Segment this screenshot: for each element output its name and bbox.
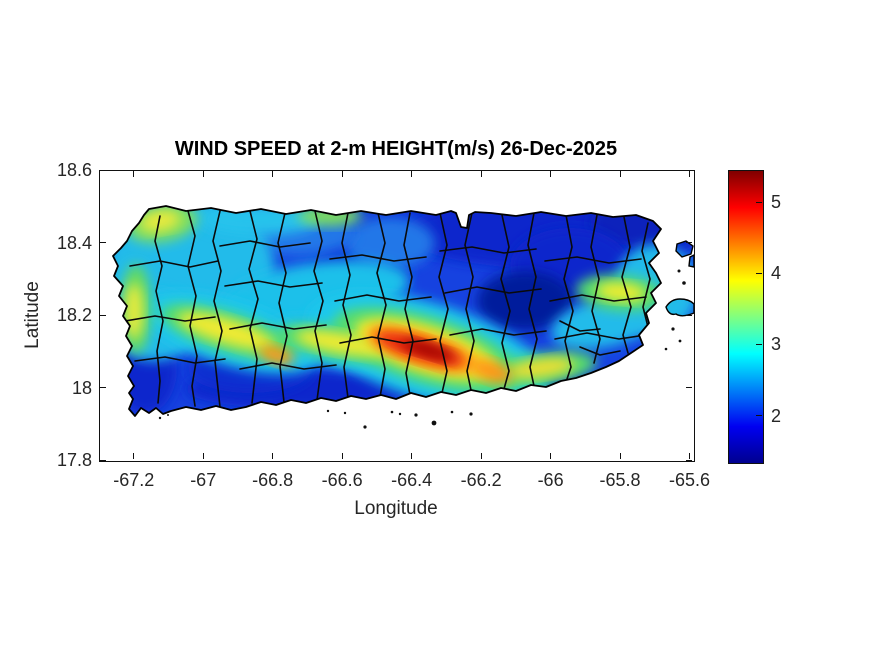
plot-area <box>99 170 695 462</box>
islet-dot <box>682 281 686 285</box>
x-tick-label: -66.8 <box>252 470 294 490</box>
y-tick-mark <box>100 459 106 461</box>
islet-dot <box>469 412 473 416</box>
y-tick-mark <box>100 242 106 243</box>
y-tick-mark <box>100 387 106 388</box>
x-tick-mark <box>272 171 274 177</box>
x-tick-label: -65.6 <box>669 470 711 490</box>
x-tick-mark <box>480 171 482 177</box>
colorbar-tick-mark <box>756 272 762 274</box>
puerto-rico-wind-map <box>112 205 694 429</box>
x-tick-label: -66.4 <box>391 470 433 490</box>
x-tick-mark <box>411 171 413 177</box>
islet-dot <box>664 347 668 351</box>
islet-dot <box>158 416 162 420</box>
colorbar-tick-mark <box>756 201 762 203</box>
plot-title: WIND SPEED at 2-m HEIGHT(m/s) 26-Dec-202… <box>174 138 618 160</box>
x-tick-mark <box>619 453 621 459</box>
islet-dot <box>431 420 437 426</box>
x-tick-mark <box>480 453 482 459</box>
islet-dot <box>671 327 675 331</box>
x-tick-label: -66.6 <box>321 470 363 490</box>
islet-dot <box>390 410 394 414</box>
colorbar-tick-mark <box>756 343 762 345</box>
x-tick-mark <box>133 453 135 459</box>
islet-dot <box>450 410 454 414</box>
islet-dot <box>167 414 169 416</box>
offshore-island <box>665 298 694 317</box>
x-tick-label: -67 <box>190 470 217 490</box>
x-tick-mark <box>550 171 552 177</box>
x-tick-mark <box>272 453 274 459</box>
y-tick-mark <box>686 242 692 243</box>
islet-dot <box>414 413 418 417</box>
x-tick-label: -65.8 <box>599 470 641 490</box>
islet-dot <box>343 411 347 415</box>
islet-dot <box>677 269 681 273</box>
y-tick-mark <box>686 169 692 171</box>
x-tick-label: -66.2 <box>460 470 502 490</box>
x-tick-mark <box>202 453 204 459</box>
y-tick-label: 18 <box>71 377 92 398</box>
y-tick-label: 17.8 <box>56 450 92 470</box>
y-axis-label: Latitude <box>22 281 43 349</box>
x-tick-label: -66 <box>537 470 564 490</box>
x-tick-mark <box>619 171 621 177</box>
municipality-boundaries <box>124 210 651 408</box>
colorbar-tick-mark <box>756 415 762 417</box>
x-tick-mark <box>202 171 204 177</box>
colorbar <box>728 170 764 464</box>
x-tick-mark <box>133 171 135 177</box>
colorbar-tick-label: 3 <box>771 334 782 355</box>
x-tick-label: -67.2 <box>113 470 155 490</box>
x-tick-mark <box>689 453 691 459</box>
offshore-island <box>688 254 694 268</box>
wind-field <box>113 206 694 416</box>
islet-dot <box>363 425 367 429</box>
islet-dot <box>326 409 330 413</box>
y-tick-mark <box>686 387 692 388</box>
x-axis-label: Longitude <box>354 498 438 519</box>
colorbar-tick-label: 5 <box>771 192 782 213</box>
y-tick-mark <box>100 314 106 316</box>
y-tick-label: 18.2 <box>56 305 92 325</box>
y-tick-label: 18.4 <box>56 232 92 253</box>
x-tick-mark <box>411 453 413 459</box>
y-tick-mark <box>100 169 106 171</box>
colorbar-tick-label: 2 <box>771 405 782 426</box>
x-tick-mark <box>341 453 343 459</box>
offshore-island <box>675 240 694 258</box>
x-tick-mark <box>689 171 691 177</box>
islet-dot <box>678 339 682 343</box>
coastline <box>112 205 662 417</box>
y-tick-mark <box>686 459 692 461</box>
colorbar-tick-label: 4 <box>771 263 782 284</box>
y-tick-mark <box>686 314 692 316</box>
islet-dot <box>398 412 402 416</box>
x-tick-mark <box>341 171 343 177</box>
x-tick-mark <box>550 453 552 459</box>
y-tick-label: 18.6 <box>56 160 92 180</box>
